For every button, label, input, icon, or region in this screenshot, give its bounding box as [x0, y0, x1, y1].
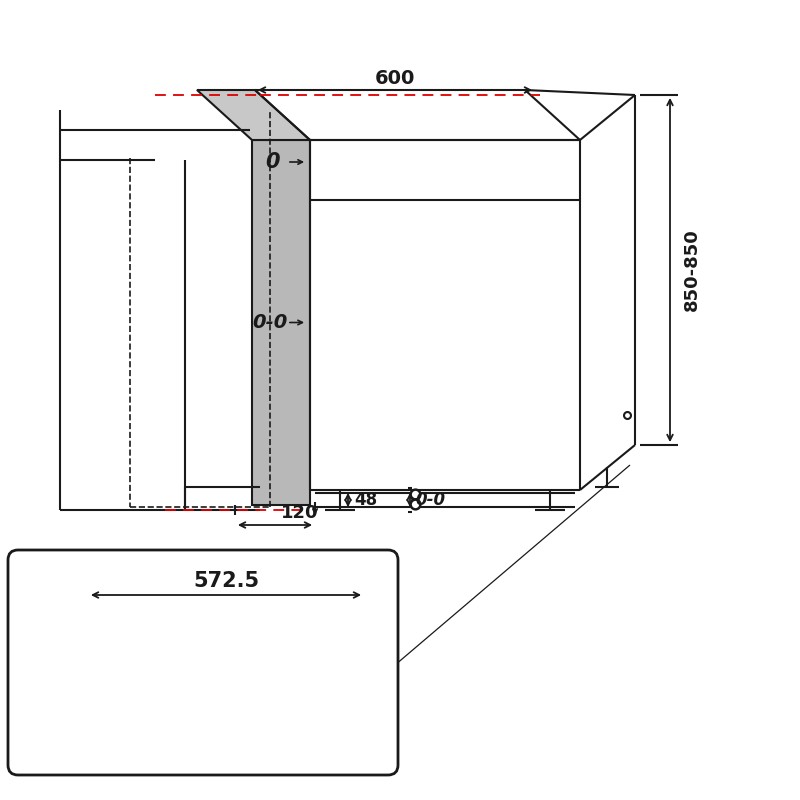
Text: 600: 600 — [375, 69, 415, 87]
Text: 0-0: 0-0 — [252, 313, 288, 332]
Polygon shape — [197, 90, 310, 140]
Polygon shape — [252, 140, 310, 505]
Text: 0-0: 0-0 — [415, 491, 445, 509]
FancyBboxPatch shape — [8, 550, 398, 775]
Text: 572.5: 572.5 — [193, 571, 259, 591]
Text: 850-850: 850-850 — [683, 229, 701, 311]
Text: 48: 48 — [354, 491, 378, 509]
Text: 0: 0 — [265, 152, 279, 172]
Text: 120: 120 — [282, 504, 318, 522]
